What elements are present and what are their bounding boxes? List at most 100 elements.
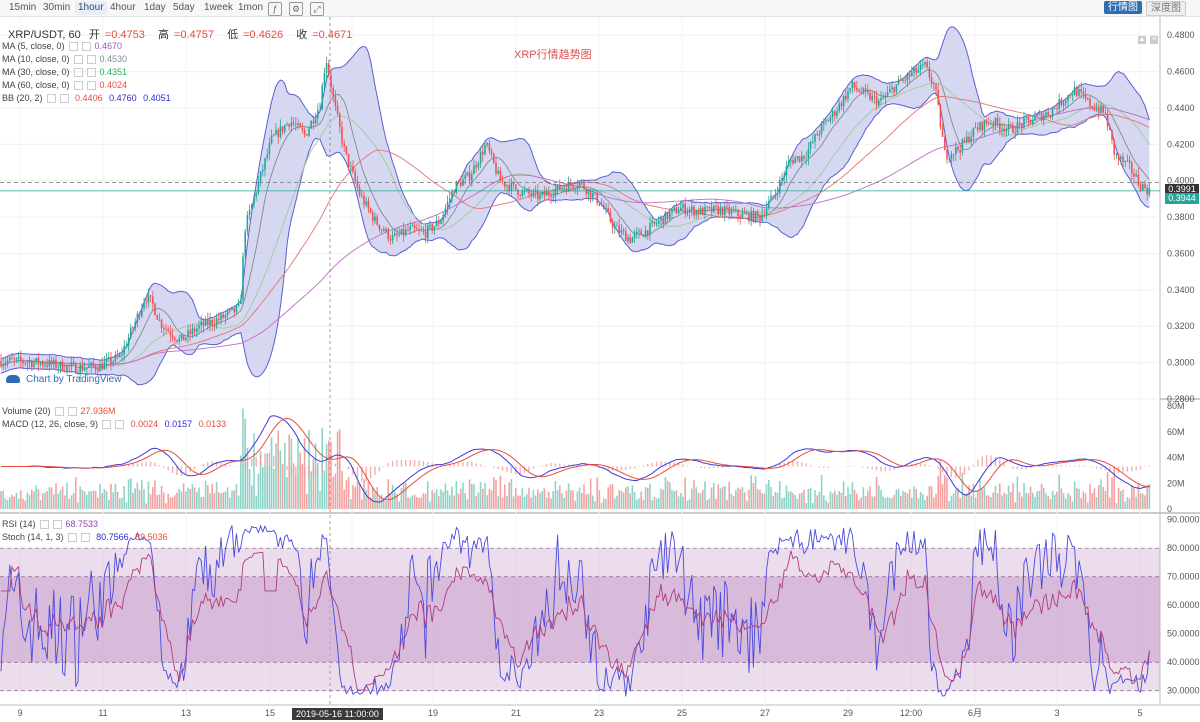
candle-body bbox=[900, 79, 902, 81]
macd-histogram-bar bbox=[1060, 465, 1063, 467]
candle-body bbox=[776, 193, 779, 195]
candle-body bbox=[138, 313, 141, 317]
macd-histogram-bar bbox=[251, 459, 253, 467]
candle-body bbox=[152, 296, 154, 304]
fullscreen-icon[interactable]: ⤢ bbox=[310, 2, 324, 16]
candle-body bbox=[908, 73, 911, 76]
candle-body bbox=[398, 234, 400, 236]
macd-histogram-bar bbox=[721, 466, 724, 468]
depth-view-button[interactable]: 深度图 bbox=[1146, 1, 1186, 16]
macd-histogram-bar bbox=[713, 466, 715, 469]
candle-body bbox=[130, 327, 132, 338]
volume-bar bbox=[451, 486, 453, 509]
candle-body bbox=[845, 95, 847, 100]
candle-body bbox=[1058, 98, 1060, 110]
macd-histogram-bar bbox=[290, 466, 293, 473]
volume-bar bbox=[28, 495, 31, 509]
macd-histogram-bar bbox=[321, 466, 323, 472]
volume-bar bbox=[110, 483, 112, 509]
volume-bar bbox=[706, 499, 708, 509]
candle-body bbox=[924, 61, 926, 65]
volume-bar bbox=[1018, 492, 1021, 509]
candle-body bbox=[1051, 108, 1054, 116]
volume-bar bbox=[675, 490, 678, 509]
volume-bar bbox=[61, 486, 64, 509]
volume-bar bbox=[1126, 497, 1129, 509]
candle-body bbox=[871, 95, 873, 100]
macd-histogram-bar bbox=[224, 463, 227, 467]
chart-view-button[interactable]: 行情图 bbox=[1104, 1, 1142, 14]
volume-bar bbox=[193, 487, 196, 509]
volume-bar bbox=[323, 470, 326, 509]
volume-bar bbox=[171, 497, 174, 509]
candle-body bbox=[552, 196, 554, 198]
last-price-tag: 0.3944 bbox=[1165, 193, 1199, 204]
volume-bar bbox=[710, 487, 713, 509]
candle-body bbox=[1115, 154, 1118, 155]
ma60-line bbox=[0, 95, 1150, 367]
volume-bar bbox=[328, 440, 330, 509]
candle-body bbox=[878, 100, 880, 106]
candle-body bbox=[312, 120, 315, 124]
volume-bar bbox=[273, 468, 275, 509]
tab-4hour[interactable]: 4hour bbox=[110, 2, 136, 13]
candle-body bbox=[614, 226, 616, 228]
candle-body bbox=[123, 346, 125, 355]
macd-signal-line bbox=[1, 417, 1150, 501]
volume-bar bbox=[64, 495, 66, 509]
volume-bar bbox=[97, 497, 99, 509]
candle-body bbox=[378, 224, 381, 230]
candle-body bbox=[431, 224, 433, 231]
candle-body bbox=[827, 120, 829, 122]
candle-body bbox=[15, 358, 18, 360]
candle-body bbox=[728, 207, 730, 215]
candle-body bbox=[809, 141, 812, 149]
macd-histogram-bar bbox=[823, 466, 825, 469]
candle-body bbox=[303, 130, 306, 135]
indicator-icon[interactable]: ƒ bbox=[268, 2, 282, 16]
candle-body bbox=[1071, 95, 1074, 97]
candle-body bbox=[55, 359, 57, 368]
tab-1hour[interactable]: 1hour bbox=[75, 1, 107, 15]
settings-icon[interactable]: ⚙ bbox=[289, 2, 303, 16]
volume-bar bbox=[163, 492, 165, 509]
volume-bar bbox=[134, 488, 136, 509]
volume-bar bbox=[405, 482, 407, 509]
candle-body bbox=[585, 188, 587, 195]
tab-1day[interactable]: 1day bbox=[144, 2, 166, 13]
pane-menu-button[interactable]: ≡ bbox=[1150, 36, 1158, 44]
volume-bar bbox=[361, 499, 363, 509]
candle-body bbox=[798, 156, 801, 162]
volume-bar bbox=[1098, 485, 1100, 509]
volume-bar bbox=[213, 493, 216, 509]
candle-body bbox=[301, 127, 304, 131]
volume-bar bbox=[1144, 495, 1146, 509]
candle-body bbox=[1095, 108, 1098, 111]
tab-30min[interactable]: 30min bbox=[43, 2, 71, 13]
candle-body bbox=[803, 155, 805, 159]
candle-body bbox=[1098, 108, 1100, 114]
tab-1week[interactable]: 1week bbox=[204, 2, 233, 13]
tab-5day[interactable]: 5day bbox=[173, 2, 195, 13]
macd-histogram-bar bbox=[255, 456, 257, 467]
volume-bar bbox=[919, 491, 922, 509]
candle-body bbox=[1029, 119, 1032, 124]
macd-histogram-bar bbox=[655, 461, 658, 467]
macd-histogram-bar bbox=[303, 466, 306, 479]
macd-histogram-bar bbox=[603, 466, 605, 469]
macd-histogram-bar bbox=[1065, 465, 1067, 467]
tab-1mon[interactable]: 1mon bbox=[238, 2, 264, 13]
candle-body bbox=[383, 229, 385, 232]
candle-body bbox=[136, 313, 139, 322]
volume-bar bbox=[88, 491, 90, 509]
candle-body bbox=[1062, 102, 1065, 106]
tab-15min[interactable]: 15min bbox=[9, 2, 37, 13]
volume-tick-label: 20M bbox=[1167, 478, 1185, 488]
volume-bar bbox=[730, 493, 733, 509]
volume-bar bbox=[1021, 496, 1023, 509]
volume-bar bbox=[57, 493, 59, 509]
candle-body bbox=[1014, 132, 1016, 134]
tradingview-credit[interactable]: Chart by TradingView bbox=[6, 374, 121, 385]
pane-up-button[interactable]: ▲ bbox=[1138, 36, 1146, 44]
